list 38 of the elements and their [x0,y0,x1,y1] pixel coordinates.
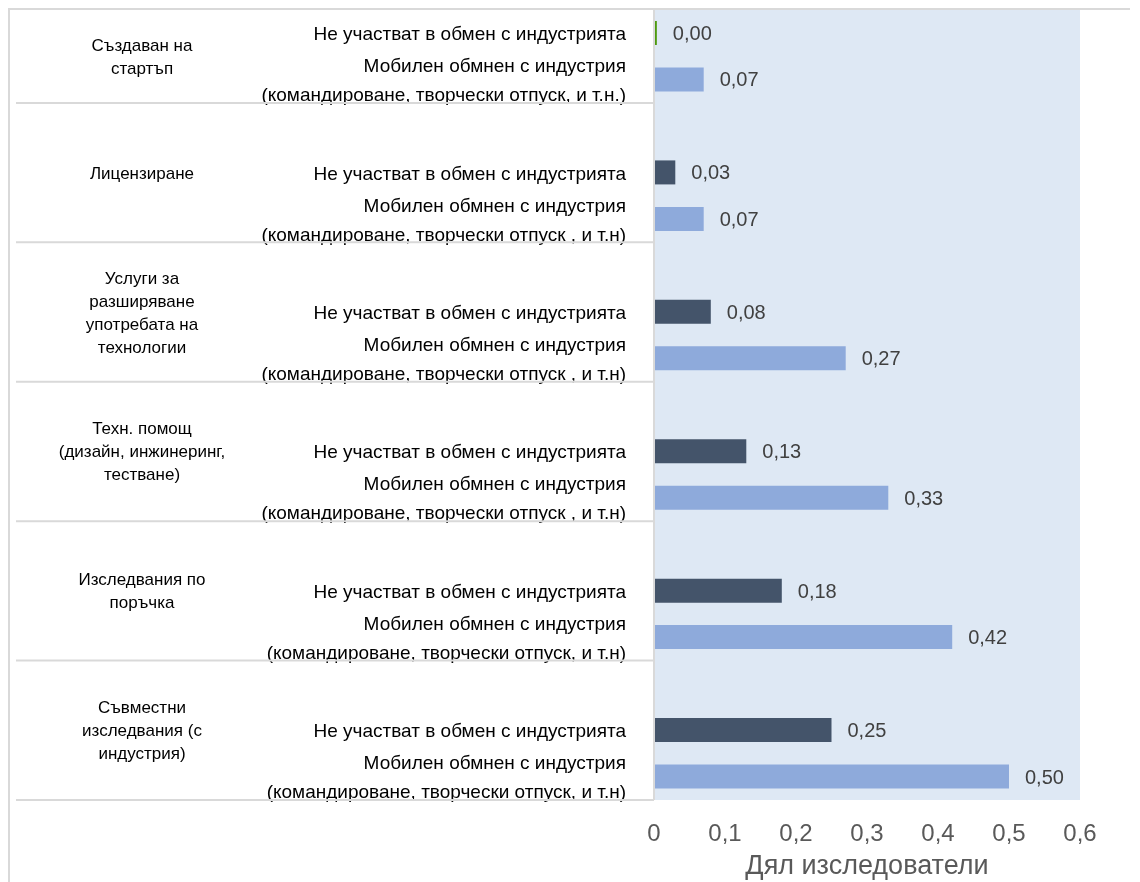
text: Техн. помощ (дизайн, инжинеринг, тестване) [58,418,226,484]
data-label: 0,50 [1025,765,1064,788]
data-label: 0,07 [719,207,759,230]
text: Създаван на стартъп [91,35,194,78]
text: Услуги за разширяване употребата на технологии [85,268,199,357]
data-label: 0,25 [847,719,887,742]
data-label: 0,27 [861,347,901,370]
x-tick-label: 0,3 [850,818,884,846]
y-tick-label: Мобилен обмнен с индустрия (командироване, творчески отпуск, и т.н) [266,612,626,663]
data-label: 0,03 [691,161,731,184]
x-tick-label: 0 [647,818,661,846]
x-tick-label: 0,5 [992,818,1026,846]
data-label: 0,42 [968,626,1008,649]
y-tick-label: Мобилен обмнен с индустрия (командироване, творчески отпуск, и т.н) [266,751,626,802]
y-tick-label: Мобилен обмнен с индустрия (командироване, творчески отпуск , и т.н) [261,333,626,384]
data-label: 0,08 [726,300,766,323]
y-tick-label: Не участват в обмен с индустрията [313,719,627,741]
y-tick-label: Не участват в обмен с индустрията [313,162,627,184]
y-tick-label: Мобилен обмнен с индустрия (командироване, творчески отпуск , и т.н) [261,194,626,245]
y-tick-label: Не участват в обмен с индустрията [313,440,627,462]
x-axis-title: Дял изследователи [745,850,989,880]
data-label: 0,33 [904,486,944,509]
text: Изследвания по поръчка [78,569,206,612]
data-label: 0,18 [797,579,837,602]
text: Лицензиране [89,163,195,183]
y-tick-label: Мобилен обмнен с индустрия (командироване, творчески отпуск , и т.н) [261,472,626,523]
y-tick-label: Не участват в обмен с индустрията [313,301,627,323]
data-label: 0,07 [719,68,759,91]
x-tick-label: 0,4 [921,818,955,846]
x-tick-label: 0,2 [779,818,813,846]
x-tick-label: 0,1 [708,818,742,846]
y-tick-label: Мобилен обмнен с индустрия (командироване, творчески отпуск, и т.н.) [261,54,626,105]
data-label: 0,13 [762,440,802,463]
text: Съвместни изследвания (с индустрия) [82,697,203,763]
x-tick-label: 0,6 [1063,818,1097,846]
y-tick-label: Не участват в обмен с индустрията [313,22,627,44]
data-label: 0,00 [672,22,712,44]
y-tick-label: Не участват в обмен с индустрията [313,580,627,602]
